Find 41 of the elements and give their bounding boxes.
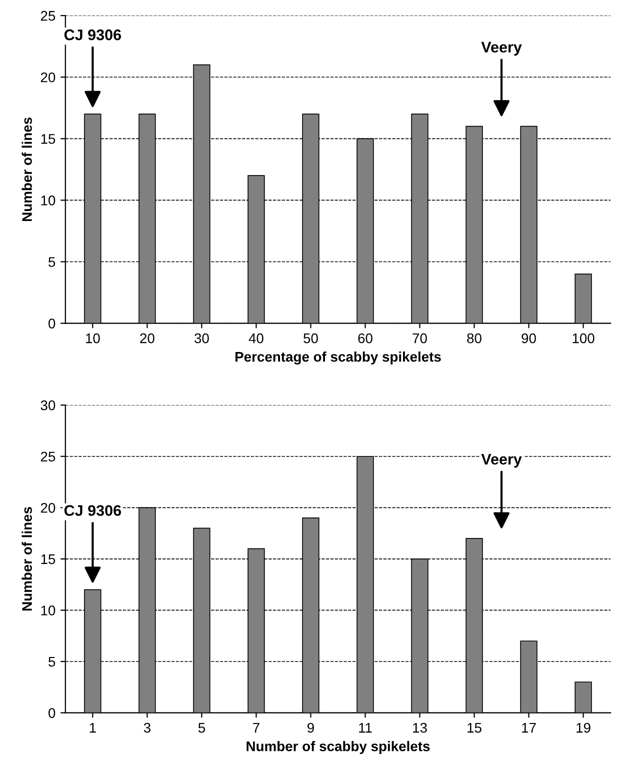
x-tick-label: 15 bbox=[468, 723, 482, 733]
y-tick-label: 0 bbox=[48, 708, 56, 718]
x-tick-label: 5 bbox=[198, 723, 205, 733]
y-tick-label: 10 bbox=[41, 606, 56, 616]
x-tick-label: 40 bbox=[248, 333, 264, 344]
x-axis-title: Number of scabby spikelets bbox=[246, 741, 430, 754]
y-tick-label: 25 bbox=[40, 452, 56, 462]
x-tick-label: 90 bbox=[522, 333, 536, 344]
x-tick-label: 20 bbox=[140, 333, 154, 344]
x-tick-label: 30 bbox=[194, 333, 209, 344]
y-axis-title: Number of lines bbox=[22, 507, 32, 610]
y-tick-label: 25 bbox=[40, 10, 56, 21]
x-tick-label: 3 bbox=[144, 722, 150, 733]
y-tick-label: 5 bbox=[48, 656, 56, 667]
y-tick-label: 30 bbox=[40, 400, 56, 410]
annotation: CJ 9306 bbox=[64, 505, 121, 516]
x-tick-label: 11 bbox=[359, 723, 372, 733]
x-tick-label: 80 bbox=[467, 333, 482, 344]
y-tick-label: 0 bbox=[48, 318, 56, 328]
x-tick-label: 50 bbox=[304, 333, 318, 344]
x-tick-label: 9 bbox=[308, 722, 314, 733]
y-tick-label: 20 bbox=[40, 72, 56, 82]
y-tick-label: 10 bbox=[41, 196, 56, 206]
x-tick-label: 1 bbox=[90, 723, 96, 733]
x-axis-title: Percentage of scabby spikelets bbox=[235, 352, 441, 365]
y-axis-title: Number of lines bbox=[22, 118, 32, 221]
x-tick-label: 10 bbox=[86, 333, 100, 344]
x-tick-label: 60 bbox=[358, 333, 372, 344]
y-tick-label: 15 bbox=[41, 554, 56, 564]
y-tick-label: 15 bbox=[41, 134, 56, 144]
y-tick-label: 5 bbox=[48, 257, 56, 267]
x-tick-label: 100 bbox=[572, 333, 594, 344]
annotation: Veery bbox=[481, 42, 522, 56]
x-tick-label: 7 bbox=[253, 723, 260, 733]
annotation: CJ 9306 bbox=[64, 29, 121, 40]
x-tick-label: 19 bbox=[576, 722, 590, 733]
x-tick-label: 17 bbox=[522, 723, 536, 733]
y-tick-label: 20 bbox=[40, 502, 56, 513]
x-tick-label: 13 bbox=[413, 722, 427, 733]
annotation: Veery bbox=[481, 454, 522, 468]
x-tick-label: 70 bbox=[412, 333, 427, 344]
